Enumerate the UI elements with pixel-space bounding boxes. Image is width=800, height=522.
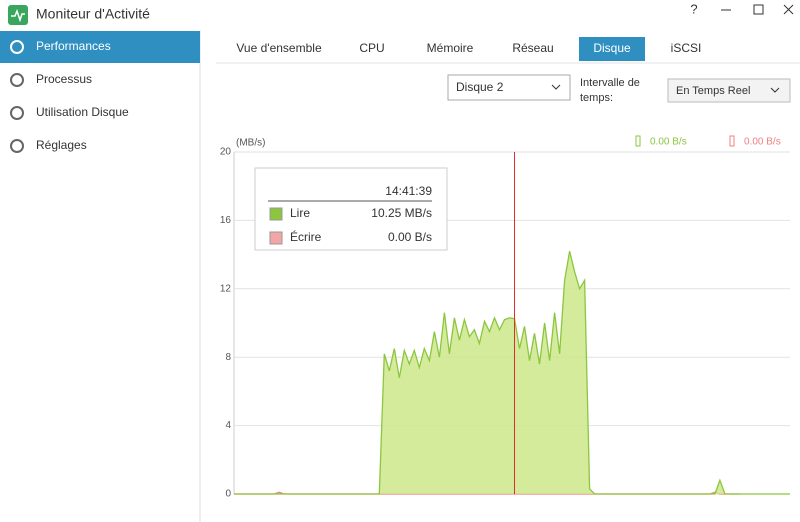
dropdown-arrow [551,84,561,90]
tooltip-swatch [269,231,283,245]
tab[interactable]: Disque [593,41,631,55]
legend-icon [635,135,641,147]
tooltip-value: 0.00 B/s [388,230,432,244]
tab[interactable]: Mémoire [427,41,474,55]
tooltip-value: 10.25 MB/s [371,206,432,220]
sidebar-icon [10,40,24,54]
area-fill [234,251,790,494]
disk-select[interactable] [447,74,571,101]
y-tick-label: 8 [225,352,231,363]
tab[interactable]: iSCSI [671,41,702,55]
tab[interactable]: Vue d'ensemble [236,41,322,55]
tooltip-series-name: Lire [290,206,310,220]
tab-selected-bg [579,37,645,61]
tooltip-time: 14:41:39 [385,184,432,198]
legend-icon [729,135,735,147]
sidebar-item[interactable]: Réglages [36,138,87,152]
sidebar-item-bg [0,31,200,63]
sidebar [0,30,200,522]
tab-bar: Vue d'ensemble CPU Mémoire Réseau Disque iSCS… [236,37,701,61]
tooltip-series-name: Écrire [290,229,322,244]
y-tick-label: 0 [225,489,231,500]
sidebar-item[interactable]: Utilisation Disque [36,105,129,119]
window-title: Moniteur d'Activité [36,6,150,22]
app-icon-graph [11,8,25,23]
maximize-button[interactable] [753,4,764,15]
y-axis-title: (MB/s) [236,138,265,149]
y-tick-label: 20 [220,147,232,158]
interval-select-value: En Temps Reel [676,85,750,97]
tab[interactable]: CPU [359,41,384,55]
help-button[interactable]: ? [690,1,697,16]
close-button[interactable] [783,4,794,15]
sidebar-item[interactable]: Processus [36,72,92,86]
legend-rate: 0.00 B/s [650,137,687,148]
sidebar-icon [10,73,24,87]
sidebar-icon [10,106,24,120]
tooltip [254,167,448,251]
sidebar-icon [10,139,24,153]
interval-label-box: Intervalle de temps: [580,77,640,104]
title-bar [0,0,800,30]
tab[interactable]: Réseau [512,41,553,55]
interval-label: Intervalle de temps: [580,77,640,104]
dropdown-arrow [770,87,780,93]
series-line [234,251,790,495]
chart: (MB/s) 0 4 8 12 16 20 0.00 B/s 0.00 B/s 14:41:39 L… [220,135,790,500]
interval-select[interactable] [667,78,791,103]
sidebar-items: Performances Processus Utilisation Disque R… [0,31,200,153]
sidebar-item[interactable]: Performances [36,39,111,53]
y-tick-label: 16 [220,215,232,226]
tooltip-swatch [269,207,283,221]
disk-select-value: Disque 2 [456,80,504,94]
y-tick-label: 4 [225,420,231,431]
legend-rate: 0.00 B/s [744,137,781,148]
y-tick-label: 12 [220,283,232,294]
